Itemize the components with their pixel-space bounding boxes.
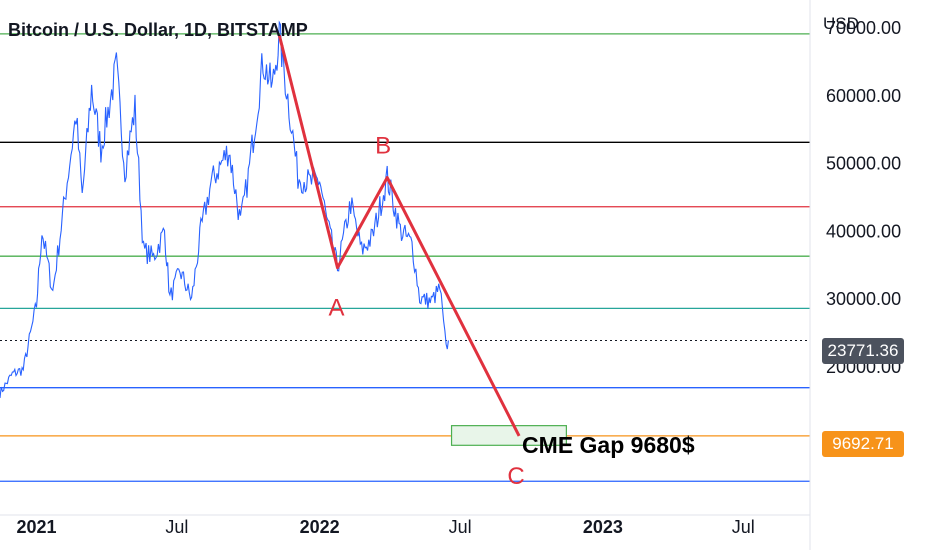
horizontal-levels: [0, 33, 810, 482]
wave-label-c: C: [507, 463, 524, 490]
currency-label: USD: [823, 14, 859, 33]
price-tick-2: 50000.00: [826, 154, 901, 174]
abc-wave-line: [277, 34, 521, 437]
wave-label-b: B: [375, 133, 391, 160]
price-tick-1: 60000.00: [826, 86, 901, 106]
cme-gap-label: CME Gap 9680$: [522, 432, 695, 458]
chart-title: Bitcoin / U.S. Dollar, 1D, BITSTAMP: [8, 20, 308, 40]
time-tick-1: Jul: [165, 517, 188, 537]
time-tick-2: 2022: [300, 517, 340, 537]
target-price-badge: 9692.71: [822, 431, 904, 457]
plot-area[interactable]: [0, 0, 810, 515]
cme-gap-zone: [450, 425, 567, 446]
price-tick-4: 30000.00: [826, 289, 901, 309]
price-tick-3: 40000.00: [826, 221, 901, 241]
time-axis-ticks: 2021 Jul 2022 Jul 2023 Jul: [16, 517, 754, 537]
last-price-badge: 23771.36: [822, 338, 904, 364]
wave-path: [277, 34, 521, 437]
time-tick-4: 2023: [583, 517, 623, 537]
price-tick-0: 70000.00: [826, 18, 901, 38]
time-tick-3: Jul: [449, 517, 472, 537]
price-series: [0, 20, 449, 399]
cme-gap-box: [450, 425, 567, 446]
time-tick-0: 2021: [16, 517, 56, 537]
price-axis-ticks: 70000.00 60000.00 50000.00 40000.00 30000.00…: [826, 18, 901, 377]
wave-label-a: A: [328, 295, 344, 322]
time-tick-5: Jul: [732, 517, 755, 537]
price-line: [0, 20, 449, 399]
